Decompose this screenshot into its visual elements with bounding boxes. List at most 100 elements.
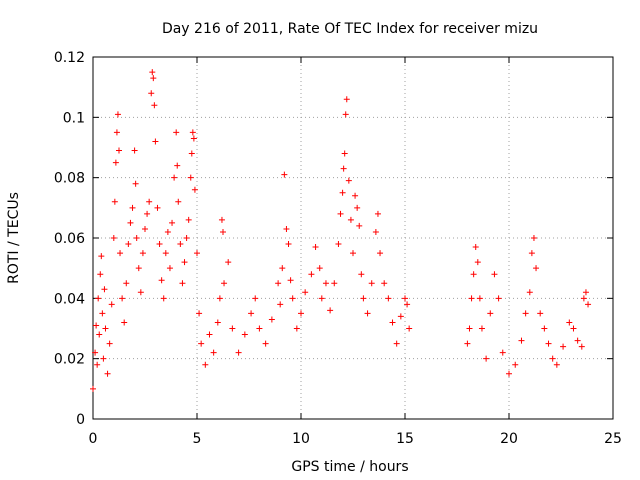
data-point (393, 340, 400, 347)
data-point (95, 295, 102, 302)
data-point (337, 210, 344, 217)
data-point (166, 265, 173, 272)
data-point (533, 265, 540, 272)
data-point (125, 241, 132, 248)
data-point (241, 331, 248, 338)
data-point (127, 219, 134, 226)
data-point (187, 174, 194, 181)
data-point (90, 385, 96, 392)
data-point (117, 250, 124, 257)
data-point (181, 259, 188, 266)
data-point (96, 331, 103, 338)
data-point (372, 228, 379, 235)
data-point (102, 325, 109, 332)
data-point (144, 210, 151, 217)
data-point (553, 361, 560, 368)
data-point (177, 241, 184, 248)
data-point (185, 216, 192, 223)
data-point (574, 337, 581, 344)
data-point (495, 295, 502, 302)
data-point (112, 159, 119, 166)
data-point (279, 265, 286, 272)
data-point (275, 280, 282, 287)
x-axis-label: GPS time / hours (291, 459, 408, 475)
data-point (131, 147, 138, 154)
data-point (381, 280, 388, 287)
data-point (491, 271, 498, 278)
data-point (139, 250, 146, 257)
data-point (190, 135, 197, 142)
data-point (206, 331, 213, 338)
data-point (191, 186, 198, 193)
data-point (345, 177, 352, 184)
data-point (158, 277, 165, 284)
data-point (277, 301, 284, 308)
data-point (119, 295, 126, 302)
data-point (116, 147, 122, 154)
data-point (585, 301, 592, 308)
data-points (90, 69, 592, 392)
data-point (560, 343, 567, 350)
data-point (281, 171, 288, 178)
data-point (216, 295, 223, 302)
data-point (406, 325, 413, 332)
data-point (106, 340, 113, 347)
data-point (162, 250, 169, 257)
data-point (339, 189, 346, 196)
data-point (175, 198, 182, 205)
data-point (364, 310, 371, 317)
data-point (358, 271, 365, 278)
x-tick-label: 10 (292, 431, 310, 447)
y-tick-label: 0.08 (54, 171, 85, 187)
x-tick-label: 15 (396, 431, 414, 447)
y-axis: 0 0.02 0.04 0.06 0.08 0.1 0.12 (54, 50, 613, 428)
data-point (466, 325, 473, 332)
data-point (298, 310, 304, 317)
data-point (580, 295, 587, 302)
data-point (526, 289, 533, 296)
data-point (214, 319, 221, 326)
data-point (478, 325, 485, 332)
data-point (522, 310, 529, 317)
data-point (189, 129, 196, 136)
data-point (530, 235, 537, 241)
data-point (92, 349, 99, 356)
data-point (312, 244, 319, 251)
data-point (98, 253, 105, 260)
data-point (135, 265, 142, 272)
data-point (582, 289, 589, 296)
data-point (318, 295, 325, 302)
data-point (218, 216, 225, 223)
data-point (194, 250, 200, 257)
y-tick-label: 0.02 (54, 352, 85, 368)
data-point (156, 241, 163, 248)
data-point (545, 340, 552, 347)
data-point (483, 355, 490, 362)
data-point (164, 228, 171, 235)
data-point (154, 204, 161, 211)
data-point (487, 310, 494, 317)
y-tick-label: 0 (76, 412, 85, 428)
data-point (347, 216, 354, 223)
data-point (252, 295, 259, 302)
data-point (256, 325, 263, 332)
data-point (335, 241, 342, 248)
data-point (341, 150, 348, 157)
data-point (169, 219, 176, 226)
data-point (113, 129, 120, 136)
y-tick-label: 0.12 (54, 50, 85, 66)
chart-title: Day 216 of 2011, Rate Of TEC Index for r… (162, 21, 538, 37)
data-point (183, 235, 190, 241)
data-point (221, 280, 228, 287)
data-point (374, 210, 381, 217)
data-point (97, 271, 104, 278)
data-point (129, 204, 136, 211)
data-point (293, 325, 300, 332)
data-point (404, 301, 411, 308)
data-point (385, 295, 392, 302)
data-point (132, 180, 139, 187)
data-point (149, 69, 156, 76)
data-point (160, 295, 167, 302)
data-point (331, 280, 338, 287)
